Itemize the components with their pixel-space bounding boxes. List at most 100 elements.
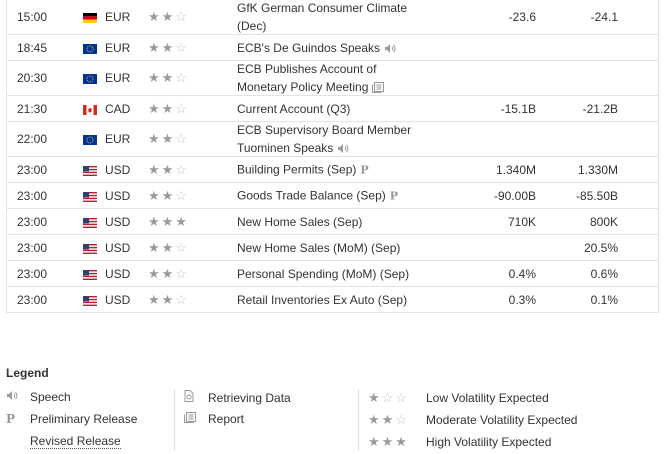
table-row[interactable]: 15:00 EUR ★★☆ GfK German Consumer Climate (D… <box>7 0 658 35</box>
actual-value: 1.340M <box>495 162 536 177</box>
event-name[interactable]: ECB's De Guindos Speaks <box>237 39 447 57</box>
star-rating-icon: ★★☆ <box>368 412 409 427</box>
event-name[interactable]: ECB Supervisory Board Member Tuominen Spe… <box>237 121 447 157</box>
table-row[interactable]: 23:00 USD ★★☆ New Home Sales (MoM) (Sep) 20.… <box>7 235 658 261</box>
eu-flag-icon <box>83 73 97 84</box>
forecast-value: -21.2B <box>582 101 618 116</box>
event-name-line[interactable]: Tuominen Speaks <box>237 141 334 155</box>
star-rating-icon: ★☆☆ <box>368 390 409 405</box>
event-name[interactable]: GfK German Consumer Climate (Dec) <box>237 0 447 35</box>
volatility-stars-icon: ★★☆ <box>148 265 189 281</box>
event-name-line[interactable]: (Dec) <box>237 19 267 33</box>
report-icon <box>368 80 385 94</box>
currency-code: EUR <box>105 71 131 85</box>
volatility-stars-icon: ★★☆ <box>148 239 189 255</box>
legend-low-label: Low Volatility Expected <box>426 391 549 405</box>
event-time: 23:00 <box>17 188 48 203</box>
currency-code: EUR <box>105 10 131 24</box>
volatility-stars-icon: ★★☆ <box>148 291 189 307</box>
usa-flag-icon <box>83 243 97 254</box>
event-name[interactable]: Building Permits (Sep) P <box>237 160 447 179</box>
legend: Legend Speech P Preliminary Release Revis… <box>6 362 657 454</box>
volatility-stars-icon: ★★☆ <box>148 131 189 146</box>
event-name-line[interactable]: New Home Sales (MoM) (Sep) <box>237 240 401 255</box>
currency-code: EUR <box>105 132 131 146</box>
event-name-line[interactable]: Monetary Policy Meeting <box>237 80 369 94</box>
currency-code: USD <box>105 162 131 177</box>
table-row[interactable]: 23:00 USD ★★★ New Home Sales (Sep) 710K 800K <box>7 209 658 235</box>
usa-flag-icon <box>83 191 97 202</box>
table-row[interactable]: 18:45 EUR ★★☆ ECB's De Guindos Speaks <box>7 35 658 61</box>
currency-code: USD <box>105 214 131 229</box>
forecast-value: 20.5% <box>583 240 618 255</box>
event-name[interactable]: Goods Trade Balance (Sep) P <box>237 186 447 205</box>
legend-revised-label: Revised Release <box>30 434 121 449</box>
legend-low-volatility: ★☆☆ Low Volatility Expected <box>368 390 549 406</box>
forecast-value: 1.330M <box>577 162 618 177</box>
forecast-value: -24.1 <box>590 10 618 24</box>
preliminary-icon: P <box>360 163 369 176</box>
event-name-line[interactable]: ECB Publishes Account of <box>237 62 377 76</box>
legend-report-label: Report <box>208 412 245 426</box>
currency-code: USD <box>105 292 131 307</box>
event-name[interactable]: New Home Sales (Sep) <box>237 213 447 231</box>
star-rating-icon: ★★★ <box>368 434 409 449</box>
usa-flag-icon <box>83 217 97 228</box>
table-row[interactable]: 23:00 USD ★★☆ Personal Spending (MoM) (Sep)… <box>7 261 658 287</box>
table-row[interactable]: 22:00 EUR ★★☆ ECB Supervisory Board Member T… <box>7 122 658 157</box>
currency-code: USD <box>105 240 131 255</box>
table-row[interactable]: 21:30 CAD ★★☆ Current Account (Q3) -15.1B -21… <box>7 96 658 122</box>
forecast-value: 0.1% <box>590 292 618 307</box>
event-name-line[interactable]: New Home Sales (Sep) <box>237 214 363 229</box>
volatility-stars-icon: ★★☆ <box>148 187 189 203</box>
event-time: 23:00 <box>17 266 48 281</box>
event-name-line[interactable]: Personal Spending (MoM) (Sep) <box>237 266 410 281</box>
event-name[interactable]: Personal Spending (MoM) (Sep) <box>237 265 447 283</box>
speech-icon <box>333 141 349 155</box>
currency-code: EUR <box>105 40 131 55</box>
table-row[interactable]: 20:30 EUR ★★☆ ECB Publishes Account of Monet… <box>7 61 658 96</box>
event-name-line[interactable]: ECB Supervisory Board Member <box>237 123 412 137</box>
event-name-line[interactable]: Building Permits (Sep) <box>237 162 357 176</box>
speech-icon <box>6 390 22 404</box>
volatility-stars-icon: ★★☆ <box>148 100 189 116</box>
event-time: 15:00 <box>17 10 48 24</box>
speech-icon <box>380 41 396 55</box>
germany-flag-icon <box>83 12 97 23</box>
table-row[interactable]: 23:00 USD ★★☆ Goods Trade Balance (Sep) P -90… <box>7 183 658 209</box>
event-name-line[interactable]: Retail Inventories Ex Auto (Sep) <box>237 292 408 307</box>
legend-high-volatility: ★★★ High Volatility Expected <box>368 434 551 450</box>
actual-value: -23.6 <box>508 10 536 24</box>
legend-preliminary-label: Preliminary Release <box>30 412 138 426</box>
legend-speech-label: Speech <box>30 390 71 404</box>
event-name[interactable]: Retail Inventories Ex Auto (Sep) <box>237 291 447 309</box>
event-time: 22:00 <box>17 132 48 146</box>
event-name[interactable]: New Home Sales (MoM) (Sep) <box>237 239 447 257</box>
retrieving-data-icon <box>184 390 200 405</box>
event-name-line[interactable]: GfK German Consumer Climate <box>237 1 408 15</box>
event-name-line[interactable]: Current Account (Q3) <box>237 101 351 116</box>
event-name-line[interactable]: ECB's De Guindos Speaks <box>237 40 381 55</box>
legend-retrieving-label: Retrieving Data <box>208 391 291 405</box>
event-time: 23:00 <box>17 214 48 229</box>
legend-retrieving: Retrieving Data <box>184 390 291 405</box>
table-row[interactable]: 23:00 USD ★★☆ Building Permits (Sep) P 1.340M… <box>7 157 658 183</box>
economic-calendar-table: 15:00 EUR ★★☆ GfK German Consumer Climate (D… <box>6 0 659 313</box>
event-name[interactable]: Current Account (Q3) <box>237 100 447 118</box>
volatility-stars-icon: ★★☆ <box>148 70 189 85</box>
usa-flag-icon <box>83 295 97 306</box>
forecast-value: -85.50B <box>575 188 618 203</box>
event-name-line[interactable]: Goods Trade Balance (Sep) <box>237 188 386 202</box>
event-name[interactable]: ECB Publishes Account of Monetary Policy … <box>237 60 447 96</box>
actual-value: -90.00B <box>493 188 536 203</box>
legend-title: Legend <box>6 366 49 380</box>
currency-code: CAD <box>105 101 131 116</box>
actual-value: 0.4% <box>508 266 536 281</box>
volatility-stars-icon: ★★☆ <box>148 9 189 24</box>
preliminary-icon: P <box>389 189 399 202</box>
table-row[interactable]: 23:00 USD ★★☆ Retail Inventories Ex Auto (S… <box>7 287 658 313</box>
event-time: 20:30 <box>17 71 48 85</box>
event-time: 23:00 <box>17 162 48 177</box>
event-time: 23:00 <box>17 240 48 255</box>
event-time: 21:30 <box>17 101 48 116</box>
